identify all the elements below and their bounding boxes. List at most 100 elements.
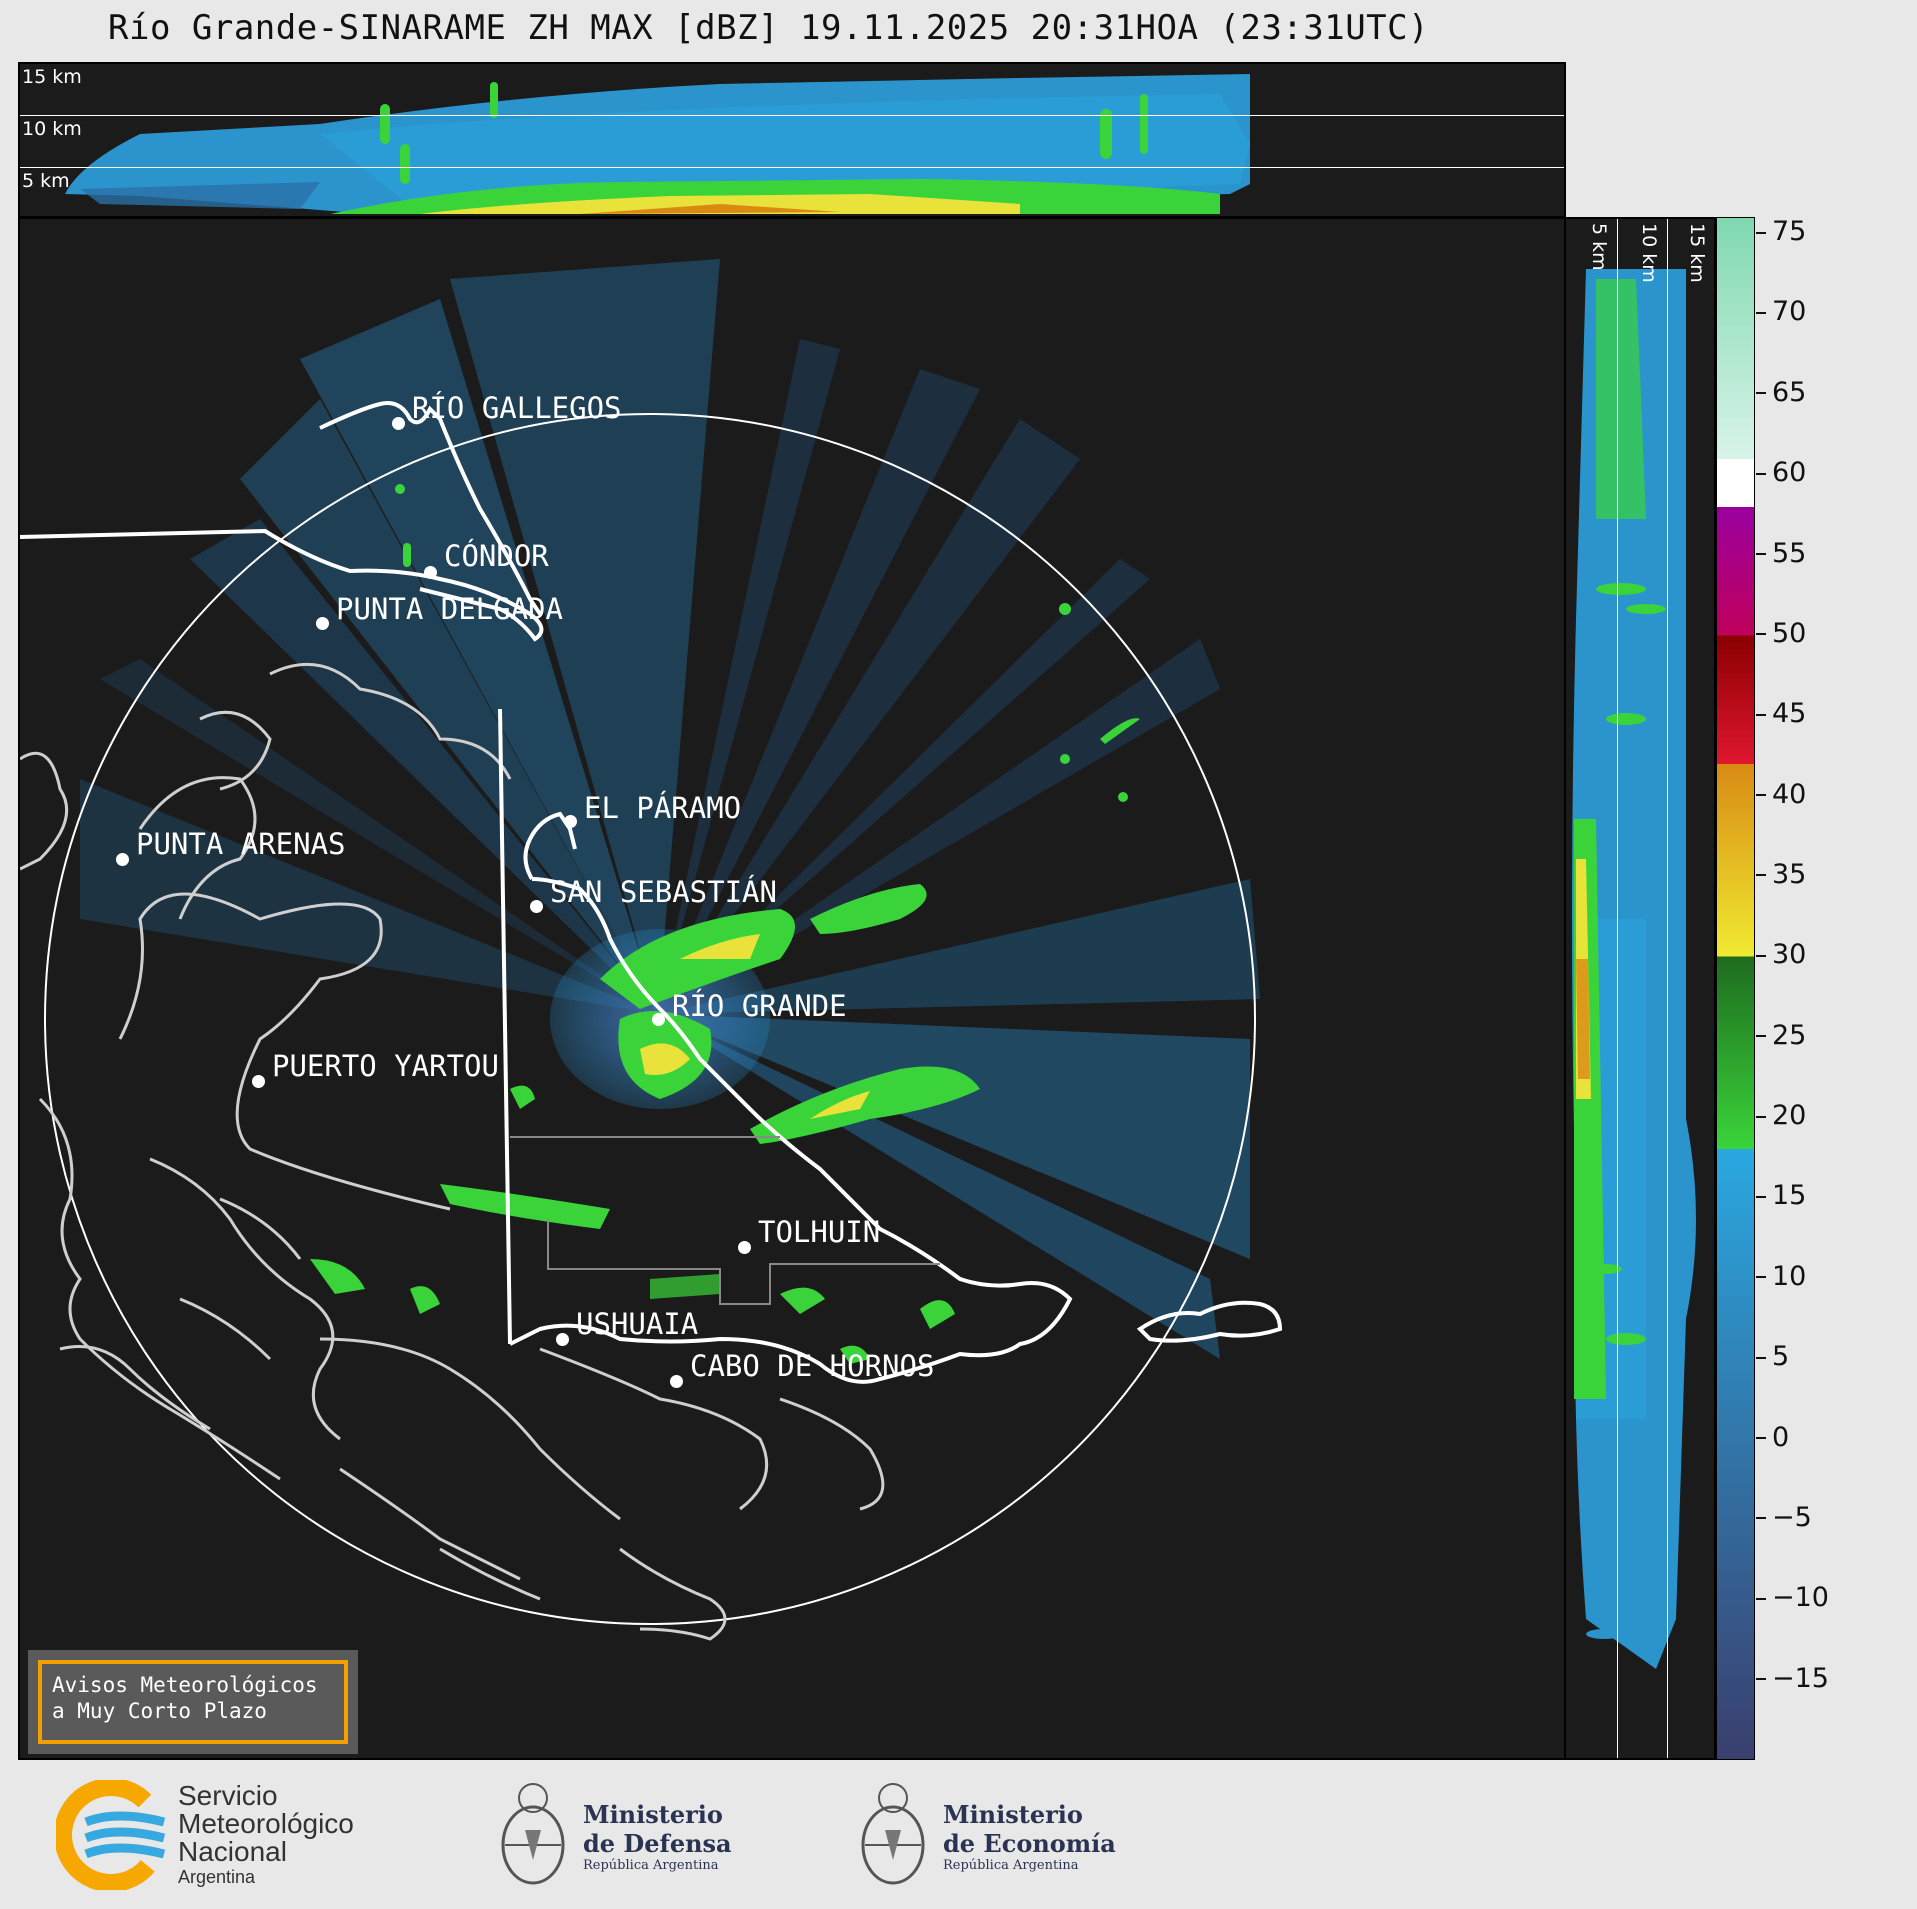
top-cross-section-panel: 15 km 10 km 5 km <box>18 62 1566 218</box>
colorbar-tick-text: 5 <box>1772 1341 1790 1373</box>
height-label-15km: 15 km <box>22 66 82 88</box>
city-label-condor: CÓNDOR <box>444 539 549 573</box>
colorbar-tick-text: 30 <box>1772 939 1807 971</box>
city-dot-cabo-de-hornos <box>670 1375 683 1388</box>
city-label-cabo-de-hornos: CABO DE HORNOS <box>690 1349 935 1383</box>
borders-roads <box>20 401 1283 1384</box>
colorbar-tick-text: 70 <box>1772 296 1807 328</box>
city-dot-el-paramo <box>564 815 577 828</box>
chart-title: Río Grande-SINARAME ZH MAX [dBZ] 19.11.2… <box>108 8 1430 48</box>
city-dot-punta-arenas <box>116 853 129 866</box>
city-label-san-sebastian: SAN SEBASTIÁN <box>550 875 777 909</box>
colorbar-tick-text: 60 <box>1772 457 1807 489</box>
colorbar-tick-mark <box>1756 311 1766 314</box>
height-label-10km-side: 10 km <box>1638 223 1660 283</box>
colorbar-tick-mark <box>1756 553 1766 556</box>
defensa-line-3: República Argentina <box>583 1858 719 1873</box>
colorbar-tick-label: 55 <box>1756 538 1806 569</box>
city-dot-rio-grande <box>652 1013 665 1026</box>
colorbar-tick-mark <box>1756 1195 1766 1198</box>
colorbar-tick-mark <box>1756 392 1766 395</box>
colorbar-tick-mark <box>1756 1356 1766 1359</box>
colorbar-tick-mark <box>1756 1035 1766 1038</box>
economia-line-2: de Economía <box>943 1829 1116 1858</box>
colorbar-tick-text: 25 <box>1772 1019 1807 1051</box>
colorbar-tick-label: 45 <box>1756 698 1806 729</box>
top-cross-section-echoes <box>65 74 1250 214</box>
city-label-rio-gallegos: RÍO GALLEGOS <box>412 391 622 425</box>
colorbar-tick-mark <box>1756 1437 1766 1440</box>
colorbar-tick-label: 40 <box>1756 779 1806 810</box>
height-label-5km: 5 km <box>22 170 70 192</box>
smn-line-2: Meteorológico <box>178 1808 354 1839</box>
national-coat-of-arms-icon <box>861 1783 925 1885</box>
range-ring <box>44 413 1256 1625</box>
colorbar-tick-mark <box>1756 954 1766 957</box>
height-line-10km <box>20 115 1564 116</box>
height-label-5km-side: 5 km <box>1588 223 1610 271</box>
city-label-tolhuin: TOLHUIN <box>758 1215 881 1249</box>
city-label-ushuaia: USHUAIA <box>576 1307 699 1341</box>
colorbar-tick-text: −15 <box>1772 1662 1829 1694</box>
colorbar-tick-label: 50 <box>1756 618 1806 649</box>
colorbar-tick-label: 35 <box>1756 859 1806 890</box>
colorbar-tick-label: 15 <box>1756 1180 1806 1211</box>
city-dot-punta-delgada <box>316 617 329 630</box>
colorbar-tick-text: 45 <box>1772 698 1807 730</box>
smn-line-1: Servicio <box>178 1780 278 1811</box>
colorbar-tick-text: 35 <box>1772 858 1807 890</box>
economia-line-3: República Argentina <box>943 1858 1079 1873</box>
notice-box[interactable]: Avisos Meteorológicos a Muy Corto Plazo <box>28 1650 358 1754</box>
city-dot-ushuaia <box>556 1333 569 1346</box>
notice-line-2: a Muy Corto Plazo <box>52 1699 267 1723</box>
city-label-puerto-yartou: PUERTO YARTOU <box>272 1049 499 1083</box>
echo-rays <box>80 259 1260 1359</box>
colorbar-tick-label: 60 <box>1756 457 1806 488</box>
colorbar-tick-label: −15 <box>1756 1663 1829 1694</box>
colorbar-tick-mark <box>1756 1115 1766 1118</box>
city-dot-rio-gallegos <box>392 417 405 430</box>
city-dot-san-sebastian <box>530 900 543 913</box>
radar-reflectivity-layer <box>20 259 1283 1641</box>
notice-line-1: Avisos Meteorológicos <box>52 1673 318 1697</box>
defensa-line-2: de Defensa <box>583 1829 732 1858</box>
colorbar-tick-text: 20 <box>1772 1100 1807 1132</box>
height-label-15km-side: 15 km <box>1686 223 1708 283</box>
colorbar-tick-text: 40 <box>1772 778 1807 810</box>
colorbar-tick-text: 50 <box>1772 617 1807 649</box>
side-cross-section-echoes <box>1572 269 1696 1669</box>
colorbar-tick-label: 5 <box>1756 1341 1789 1372</box>
colorbar-tick-text: −10 <box>1772 1582 1829 1614</box>
colorbar-tick-label: 0 <box>1756 1422 1789 1453</box>
colorbar-tick-label: 70 <box>1756 296 1806 327</box>
city-label-punta-delgada: PUNTA DELGADA <box>336 592 563 626</box>
colorbar-tick-text: 0 <box>1772 1421 1790 1453</box>
colorbar-tick-mark <box>1756 1517 1766 1520</box>
city-dot-puerto-yartou <box>252 1075 265 1088</box>
colorbar-tick-mark <box>1756 874 1766 877</box>
colorbar-tick-label: 65 <box>1756 377 1806 408</box>
economia-line-1: Ministerio <box>943 1800 1083 1829</box>
smn-line-4: Argentina <box>178 1867 256 1887</box>
city-label-rio-grande: RÍO GRANDE <box>672 989 847 1023</box>
colorbar-tick-mark <box>1756 472 1766 475</box>
convective-cells <box>310 484 1140 1364</box>
colorbar-tick-label: 20 <box>1756 1100 1806 1131</box>
colorbar-tick-label: 30 <box>1756 939 1806 970</box>
smn-emblem-icon <box>56 1780 168 1890</box>
colorbar-tick-mark <box>1756 794 1766 797</box>
height-line-5km-side <box>1617 219 1618 1758</box>
coastlines <box>20 662 885 1641</box>
colorbar-tick-text: 65 <box>1772 376 1807 408</box>
colorbar-tick-text: 15 <box>1772 1180 1807 1212</box>
province-lines <box>510 1136 940 1305</box>
height-line-10km-side <box>1667 219 1668 1758</box>
radar-map: RÍO GALLEGOS CÓNDOR PUNTA DELGADA EL PÁR… <box>18 217 1566 1760</box>
colorbar-tick-mark <box>1756 713 1766 716</box>
colorbar-tick-label: 10 <box>1756 1261 1806 1292</box>
colorbar-tick-mark <box>1756 1597 1766 1600</box>
city-label-punta-arenas: PUNTA ARENAS <box>136 827 346 861</box>
smn-line-3: Nacional <box>178 1836 287 1867</box>
city-dot-condor <box>424 566 437 579</box>
colorbar-tick-mark <box>1756 231 1766 234</box>
